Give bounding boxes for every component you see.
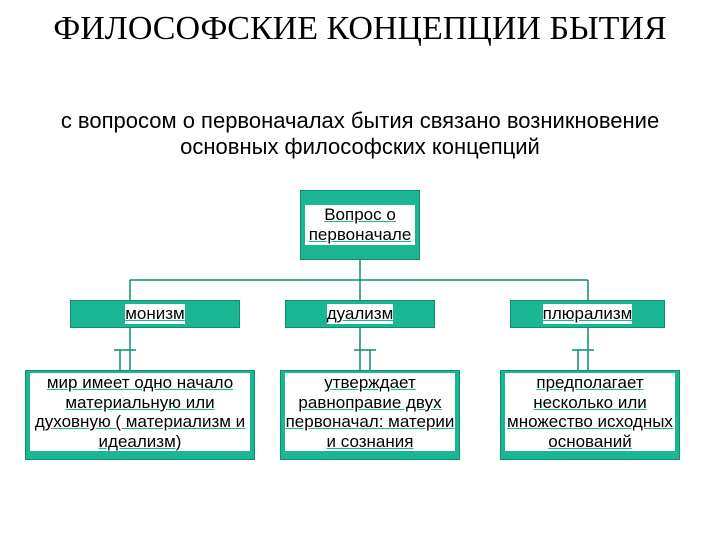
level2-label: предполагает несколько или множество исх… bbox=[505, 373, 675, 451]
level2-node-pluralism-desc: предполагает несколько или множество исх… bbox=[500, 370, 680, 460]
level1-node-monism: монизм bbox=[70, 300, 240, 328]
root-label: Вопрос о первоначале bbox=[305, 205, 415, 244]
level1-label: монизм bbox=[125, 304, 185, 324]
level2-label: утверждает равноправие двух первоначал: … bbox=[285, 373, 455, 451]
level1-node-pluralism: плюрализм bbox=[510, 300, 665, 328]
slide-title: ФИЛОСОФСКИЕ КОНЦЕПЦИИ БЫТИЯ bbox=[0, 10, 720, 48]
level1-node-dualism: дуализм bbox=[285, 300, 435, 328]
slide-subtitle: с вопросом о первоначалах бытия связано … bbox=[40, 108, 680, 160]
slide-root: ФИЛОСОФСКИЕ КОНЦЕПЦИИ БЫТИЯ с вопросом о… bbox=[0, 0, 720, 540]
level2-node-dualism-desc: утверждает равноправие двух первоначал: … bbox=[280, 370, 460, 460]
level1-label: дуализм bbox=[327, 304, 394, 324]
level1-label: плюрализм bbox=[543, 304, 633, 324]
root-node: Вопрос о первоначале bbox=[300, 190, 420, 260]
level2-node-monism-desc: мир имеет одно начало материальную или д… bbox=[25, 370, 255, 460]
level2-label: мир имеет одно начало материальную или д… bbox=[30, 373, 250, 451]
